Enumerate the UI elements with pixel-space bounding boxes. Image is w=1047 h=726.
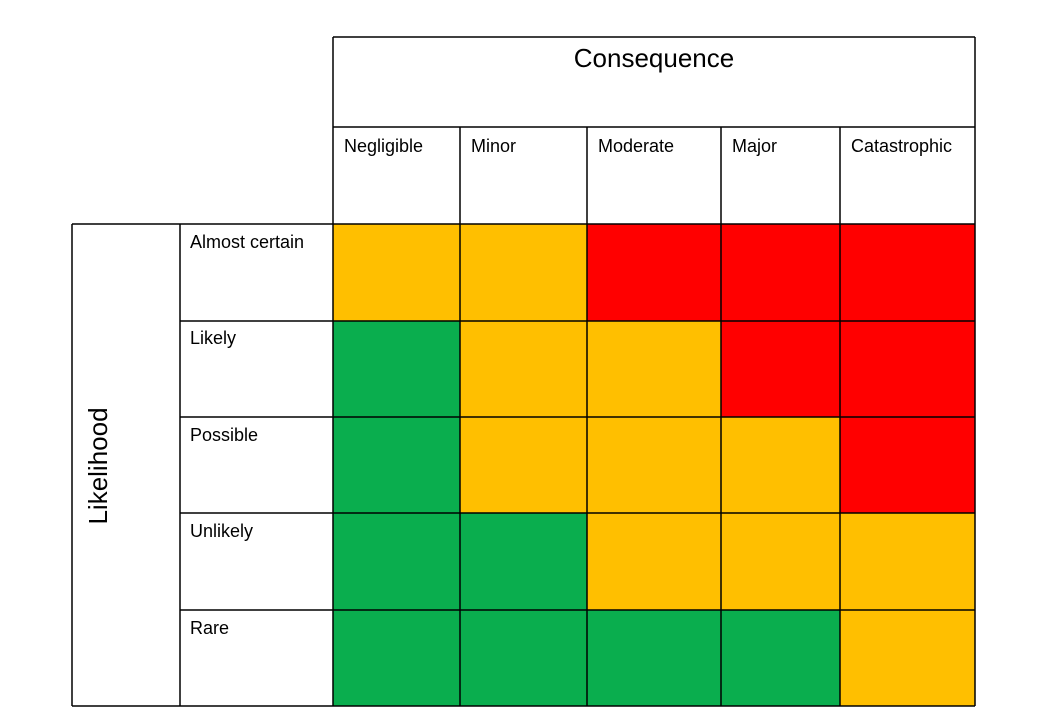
- risk-cell-rare-negligible: [333, 610, 460, 706]
- risk-cell-almost-certain-minor: [460, 224, 587, 321]
- consequence-title: Consequence: [573, 43, 735, 73]
- likelihood-header-unlikely: Unlikely: [190, 521, 254, 541]
- risk-cell-likely-catastrophic: [840, 321, 975, 417]
- likelihood-header-possible: Possible: [190, 425, 259, 445]
- risk-cell-almost-certain-moderate: [587, 224, 721, 321]
- risk-cell-possible-minor: [460, 417, 587, 513]
- risk-cell-possible-negligible: [333, 417, 460, 513]
- risk-cell-unlikely-moderate: [587, 513, 721, 610]
- risk-cell-almost-certain-major: [721, 224, 840, 321]
- consequence-header-moderate: Moderate: [598, 136, 675, 156]
- consequence-header-minor: Minor: [471, 136, 517, 156]
- consequence-header-major: Major: [732, 136, 778, 156]
- risk-cell-unlikely-major: [721, 513, 840, 610]
- risk-cell-likely-moderate: [587, 321, 721, 417]
- risk-cell-almost-certain-catastrophic: [840, 224, 975, 321]
- risk-cell-rare-catastrophic: [840, 610, 975, 706]
- risk-cell-possible-moderate: [587, 417, 721, 513]
- risk-cell-likely-negligible: [333, 321, 460, 417]
- risk-cell-likely-major: [721, 321, 840, 417]
- risk-cell-possible-major: [721, 417, 840, 513]
- risk-cell-unlikely-minor: [460, 513, 587, 610]
- risk-cell-possible-catastrophic: [840, 417, 975, 513]
- likelihood-header-rare: Rare: [190, 618, 230, 638]
- consequence-header-catastrophic: Catastrophic: [851, 136, 953, 156]
- risk-cell-rare-major: [721, 610, 840, 706]
- risk-cell-unlikely-catastrophic: [840, 513, 975, 610]
- likelihood-header-almost-certain: Almost certain: [190, 232, 305, 252]
- likelihood-header-likely: Likely: [190, 328, 237, 348]
- risk-cell-unlikely-negligible: [333, 513, 460, 610]
- risk-cell-almost-certain-negligible: [333, 224, 460, 321]
- consequence-header-negligible: Negligible: [344, 136, 424, 156]
- risk-cell-rare-moderate: [587, 610, 721, 706]
- risk-cell-rare-minor: [460, 610, 587, 706]
- risk-cell-likely-minor: [460, 321, 587, 417]
